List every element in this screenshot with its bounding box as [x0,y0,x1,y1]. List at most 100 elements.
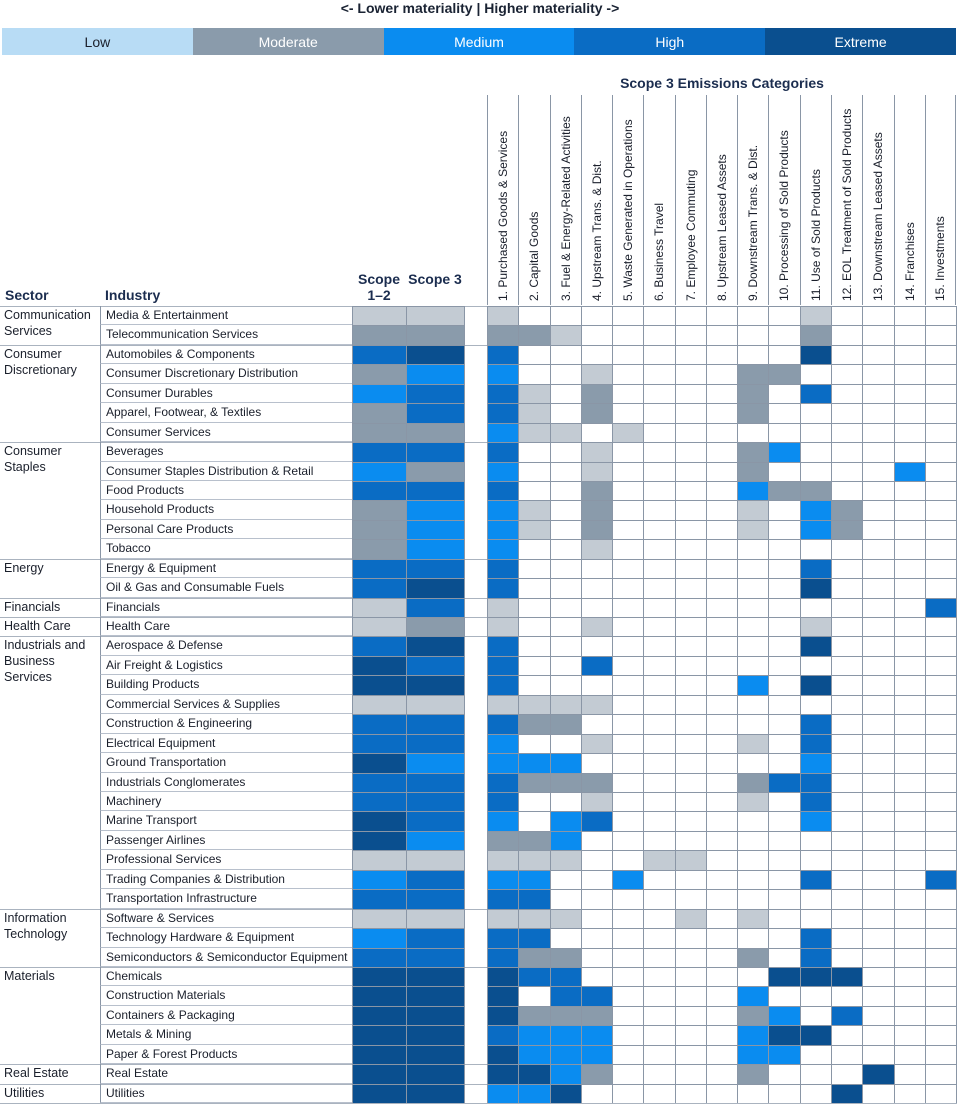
category-cell [518,403,551,424]
category-cell [643,539,676,560]
category-cell [799,344,832,366]
scope12-cell [352,1064,407,1085]
category-cell [549,869,582,891]
scope3-title: Scope 3 Emissions Categories [620,75,824,91]
category-cell [487,558,520,580]
category-cell [705,539,739,560]
category-cell [612,325,645,346]
sector-divider [0,617,957,619]
category-label: 7. Employee Commuting [683,169,698,301]
category-header: 1. Purchased Goods & Services [487,95,518,305]
category-cell [768,850,801,871]
category-cell [580,850,614,871]
category-cell [705,383,739,405]
category-cell [768,772,801,793]
category-cell [830,753,864,774]
scope12-cell [352,850,407,871]
category-cell [612,850,645,871]
category-cell [705,694,739,716]
category-cell [924,480,958,502]
scope12-cell [352,733,407,755]
category-cell [737,753,770,774]
category-cell [580,325,614,346]
category-cell [580,986,614,1007]
industry-label: Construction Materials [100,986,352,1006]
category-cell [705,986,739,1007]
category-cell [768,792,801,813]
category-cell [830,928,864,949]
category-cell [705,422,739,444]
category-cell [643,889,676,910]
category-cell [612,461,645,482]
category-cell [924,461,958,482]
industry-header: Industry [105,287,161,303]
category-cell [612,947,645,968]
category-cell [487,1083,520,1105]
sector-divider [0,597,957,599]
category-cell [924,383,958,405]
category-cell [643,966,676,988]
category-cell [487,655,520,677]
category-cell [643,947,676,968]
scope3-cell [406,889,465,910]
category-cell [799,792,832,813]
scope12-cell [352,1083,407,1105]
category-cell [924,306,958,327]
scope12-cell [352,422,407,444]
category-cell [799,772,832,793]
category-cell [893,1044,926,1066]
scope12-cell [352,480,407,502]
category-cell [487,928,520,949]
category-cell [830,422,864,444]
scope3-cell [406,1044,465,1066]
category-cell [705,306,739,327]
category-label: 1. Purchased Goods & Services [496,130,510,301]
category-cell [674,1044,707,1066]
industry-label: Semiconductors & Semiconductor Equipment [100,947,352,967]
legend-bar: Low Moderate Medium High Extreme [2,28,956,55]
scope3-cell [406,461,465,482]
industry-label: Consumer Discretionary Distribution [100,364,352,384]
category-cell [862,558,895,580]
category-cell [862,733,895,755]
category-cell [924,578,958,599]
scope3-cell [406,344,465,366]
category-cell [643,364,676,385]
category-cell [487,869,520,891]
category-cell [799,889,832,910]
category-cell [705,403,739,424]
category-cell [580,422,614,444]
category-cell [799,578,832,599]
category-cell [674,539,707,560]
category-cell [518,422,551,444]
category-cell [924,636,958,657]
industry-label: Household Products [100,500,352,520]
category-cell [799,558,832,580]
category-cell [737,986,770,1007]
category-cell [737,1044,770,1066]
category-cell [612,344,645,366]
category-cell [705,325,739,346]
category-cell [549,519,582,541]
category-cell [674,792,707,813]
category-cell [612,636,645,657]
category-cell [487,947,520,968]
category-cell [487,539,520,560]
category-cell [612,792,645,813]
sector-label: Utilities [4,1085,45,1100]
category-cell [518,714,551,735]
industry-label: Consumer Durables [100,383,352,404]
category-cell [924,558,958,580]
category-cell [674,714,707,735]
category-cell [705,850,739,871]
category-cell [612,1044,645,1066]
category-cell [518,908,551,930]
category-cell [580,636,614,657]
industry-label: Real Estate [100,1064,352,1084]
category-cell [580,480,614,502]
scope3-cell [406,908,465,930]
category-cell [893,830,926,852]
industry-label: Containers & Packaging [100,1005,352,1026]
category-cell [768,442,801,463]
category-cell [799,947,832,968]
